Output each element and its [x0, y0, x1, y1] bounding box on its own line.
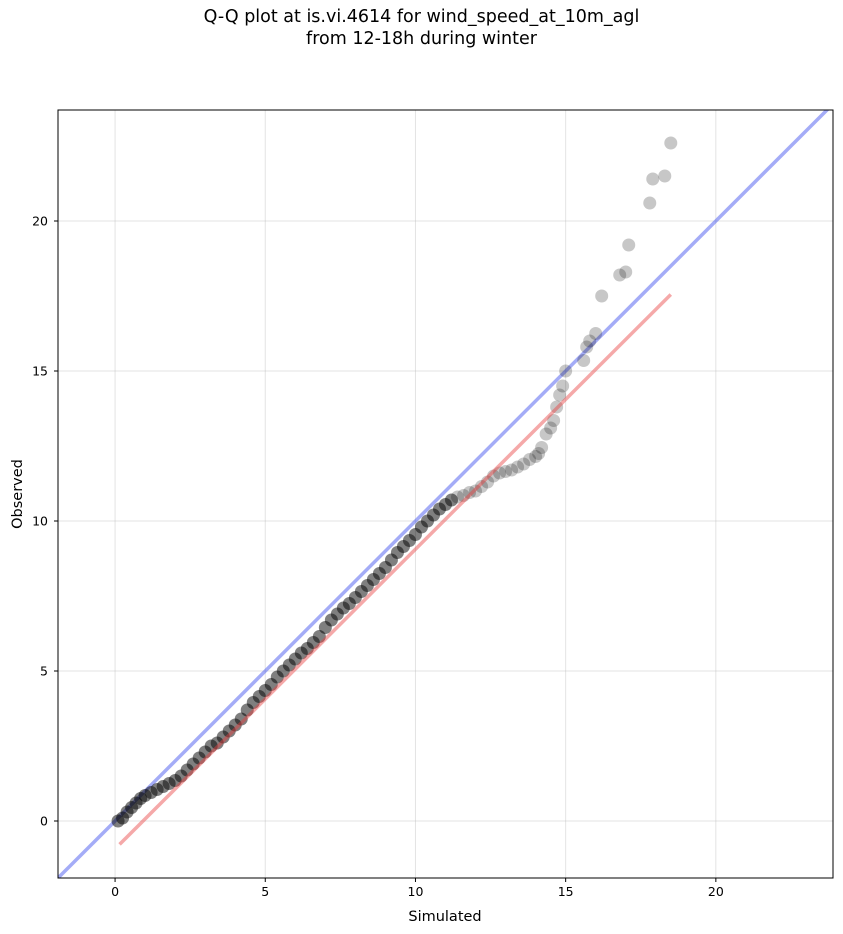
- data-point: [550, 400, 564, 414]
- data-point: [553, 388, 567, 402]
- data-point: [469, 484, 483, 498]
- data-point: [523, 453, 537, 466]
- data-point: [658, 169, 672, 183]
- data-point: [539, 427, 553, 441]
- data-point: [556, 379, 570, 393]
- data-point: [505, 463, 519, 477]
- chart-title: Q-Q plot at is.vi.4614 for wind_speed_at…: [0, 6, 843, 50]
- data-point: [535, 441, 549, 454]
- y-axis-ticks: 0 5 10 15 20: [32, 214, 58, 829]
- data-point: [613, 268, 627, 282]
- chart-title-line-1: Q-Q plot at is.vi.4614 for wind_speed_at…: [203, 7, 640, 27]
- data-point: [532, 447, 546, 460]
- x-tick-label: 10: [408, 884, 424, 899]
- x-tick-label: 15: [558, 884, 574, 899]
- plot-frame: [57, 109, 834, 879]
- data-point: [595, 289, 609, 303]
- data-point: [589, 327, 603, 340]
- y-tick-label: 0: [40, 814, 48, 829]
- y-tick-label: 20: [32, 214, 48, 229]
- fit-line: [118, 293, 673, 846]
- x-axis-label: Simulated: [408, 909, 481, 925]
- y-tick-label: 10: [32, 514, 48, 529]
- data-point: [487, 469, 501, 483]
- data-point: [619, 265, 633, 279]
- data-point: [544, 421, 558, 435]
- data-point: [622, 238, 636, 252]
- chart-title-line-2: from 12-18h during winter: [306, 29, 537, 49]
- data-point: [511, 460, 525, 474]
- y-axis-label: Observed: [10, 459, 26, 529]
- data-point: [547, 414, 561, 427]
- data-layer: [58, 110, 830, 878]
- identity-line: [58, 110, 830, 878]
- data-point: [457, 489, 471, 502]
- data-point: [445, 493, 459, 507]
- x-tick-label: 20: [708, 884, 724, 899]
- x-tick-label: 0: [111, 884, 119, 899]
- data-point: [664, 136, 678, 150]
- data-point: [559, 364, 573, 378]
- data-point: [463, 486, 477, 499]
- data-point: [580, 340, 594, 354]
- data-point: [646, 172, 660, 186]
- data-point: [481, 475, 495, 489]
- data-point: [475, 480, 489, 493]
- data-point: [493, 466, 507, 480]
- data-point: [529, 450, 543, 463]
- x-axis-ticks: 0 5 10 15 20: [111, 878, 724, 899]
- data-point: [577, 354, 591, 367]
- data-point: [643, 196, 657, 210]
- grid-lines: [58, 110, 833, 878]
- data-point: [583, 334, 597, 348]
- x-tick-label: 5: [261, 884, 269, 899]
- y-tick-label: 15: [32, 364, 48, 379]
- y-tick-label: 5: [40, 664, 48, 679]
- data-point: [499, 465, 513, 478]
- data-point: [451, 490, 465, 504]
- data-point: [517, 457, 531, 471]
